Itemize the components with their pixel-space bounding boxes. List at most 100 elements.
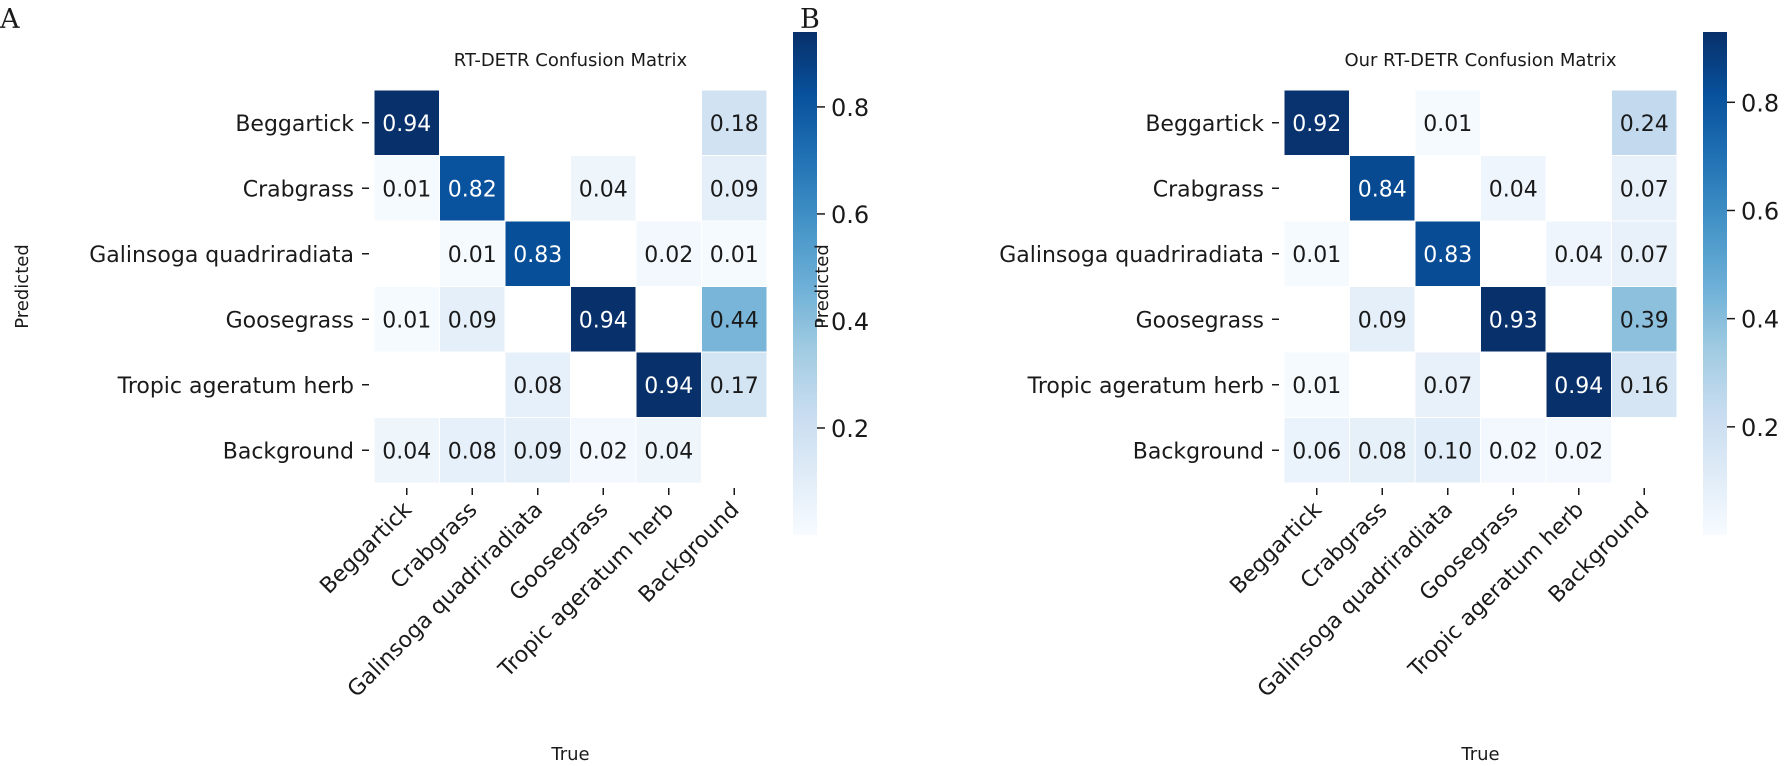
cell-value-label: 0.24 — [1620, 112, 1669, 137]
heatmap-cell — [373, 89, 440, 156]
heatmap-cell — [1480, 155, 1547, 222]
heatmap-cell — [373, 417, 440, 484]
y-tick-label: Tropic ageratum herb — [1027, 374, 1264, 399]
cell-value-label: 0.01 — [382, 308, 431, 333]
cell-value-label: 0.07 — [1423, 374, 1472, 399]
heatmap-cell — [1349, 286, 1416, 353]
heatmap-cell — [1611, 155, 1678, 222]
cell-value-label: 0.10 — [1423, 439, 1472, 464]
heatmap-cell — [1414, 351, 1481, 418]
heatmap-cell — [701, 155, 768, 222]
colorbar-tick-label: 0.4 — [1741, 306, 1779, 334]
cell-value-label: 0.84 — [1358, 177, 1407, 202]
cell-value-label: 0.17 — [710, 374, 759, 399]
cell-value-label: 0.94 — [382, 112, 431, 137]
heatmap-cell — [1349, 417, 1416, 484]
y-tick-label: Galinsoga quadriradiata — [89, 243, 354, 268]
cell-value-label: 0.04 — [382, 439, 431, 464]
cell-value-label: 0.83 — [513, 243, 562, 268]
chart-title: RT-DETR Confusion Matrix — [454, 50, 688, 71]
heatmap-cell — [1283, 89, 1350, 156]
y-tick-label: Beggartick — [1145, 112, 1264, 137]
heatmap-cell — [1414, 89, 1481, 156]
cell-value-label: 0.18 — [710, 112, 759, 137]
cell-value-label: 0.02 — [1489, 439, 1538, 464]
heatmap-cell — [635, 417, 702, 484]
heatmap-cell — [635, 351, 702, 418]
cell-value-label: 0.02 — [644, 243, 693, 268]
heatmap-cell — [1414, 417, 1481, 484]
heatmap-cell — [439, 220, 506, 287]
colorbar-tick-label: 0.2 — [1741, 414, 1779, 442]
panel-b: B Our RT-DETR Confusion Matrix 0.92 0.01 0.2… — [800, 4, 1779, 765]
heatmap-cell — [1414, 220, 1481, 287]
panel-a: A RT-DETR Confusion Matrix 0.94 0.18 0.01 0.8… — [0, 4, 869, 765]
heatmap-cell — [1480, 286, 1547, 353]
y-tick-label: Goosegrass — [226, 308, 354, 333]
cell-value-label: 0.01 — [1292, 243, 1341, 268]
heatmap-cell — [701, 351, 768, 418]
panel-letter: A — [0, 4, 20, 35]
heatmap-cell — [1545, 220, 1612, 287]
y-tick-label: Galinsoga quadriradiata — [999, 243, 1264, 268]
heatmap-cell — [701, 286, 768, 353]
cell-value-label: 0.83 — [1423, 243, 1472, 268]
heatmap-cell — [1283, 351, 1350, 418]
cell-value-label: 0.01 — [382, 177, 431, 202]
colorbar-tick-label: 0.6 — [1741, 197, 1779, 225]
x-axis-label: True — [1460, 744, 1499, 765]
cell-value-label: 0.82 — [448, 177, 497, 202]
heatmap-cell — [1545, 417, 1612, 484]
heatmap-cell — [439, 417, 506, 484]
y-tick-label: Background — [223, 439, 354, 464]
heatmap-cell — [1611, 351, 1678, 418]
cell-value-label: 0.92 — [1292, 112, 1341, 137]
colorbar — [793, 32, 817, 535]
colorbar-tick-label: 0.4 — [831, 308, 869, 336]
heatmap-cell — [439, 286, 506, 353]
heatmap-cell — [373, 286, 440, 353]
heatmap-cell — [570, 155, 637, 222]
heatmap-cell — [570, 286, 637, 353]
heatmap-cell — [439, 155, 506, 222]
cell-value-label: 0.04 — [1489, 177, 1538, 202]
cell-value-label: 0.09 — [1358, 308, 1407, 333]
heatmap-cell — [504, 417, 571, 484]
cell-value-label: 0.09 — [710, 177, 759, 202]
cell-value-label: 0.94 — [644, 374, 693, 399]
cell-value-label: 0.06 — [1292, 439, 1341, 464]
heatmap-cell — [1349, 155, 1416, 222]
heatmap-cell — [1283, 220, 1350, 287]
y-tick-label: Tropic ageratum herb — [117, 374, 354, 399]
cell-value-label: 0.02 — [1554, 439, 1603, 464]
heatmap-cell — [504, 220, 571, 287]
cell-value-label: 0.01 — [448, 243, 497, 268]
cell-value-label: 0.93 — [1489, 308, 1538, 333]
heatmap-cell — [701, 220, 768, 287]
cell-value-label: 0.44 — [710, 308, 759, 333]
y-axis-label: Predicted — [12, 244, 33, 329]
y-tick-label: Beggartick — [235, 112, 354, 137]
cell-value-label: 0.94 — [579, 308, 628, 333]
y-tick-label: Goosegrass — [1136, 308, 1264, 333]
cell-value-label: 0.39 — [1620, 308, 1669, 333]
heatmap-cell — [1611, 89, 1678, 156]
cell-value-label: 0.02 — [579, 439, 628, 464]
heatmap-cell — [701, 89, 768, 156]
cell-value-label: 0.08 — [513, 374, 562, 399]
colorbar-tick-label: 0.6 — [831, 201, 869, 229]
cell-value-label: 0.04 — [579, 177, 628, 202]
cell-value-label: 0.01 — [1292, 374, 1341, 399]
chart-title: Our RT-DETR Confusion Matrix — [1344, 50, 1616, 71]
colorbar-tick-label: 0.2 — [831, 415, 869, 443]
cell-value-label: 0.07 — [1620, 243, 1669, 268]
colorbar — [1703, 32, 1727, 535]
colorbar-tick-label: 0.8 — [831, 94, 869, 122]
heatmap-cell — [635, 220, 702, 287]
heatmap-cell — [504, 351, 571, 418]
y-tick-label: Crabgrass — [243, 177, 354, 202]
cell-value-label: 0.94 — [1554, 374, 1603, 399]
cell-value-label: 0.01 — [710, 243, 759, 268]
